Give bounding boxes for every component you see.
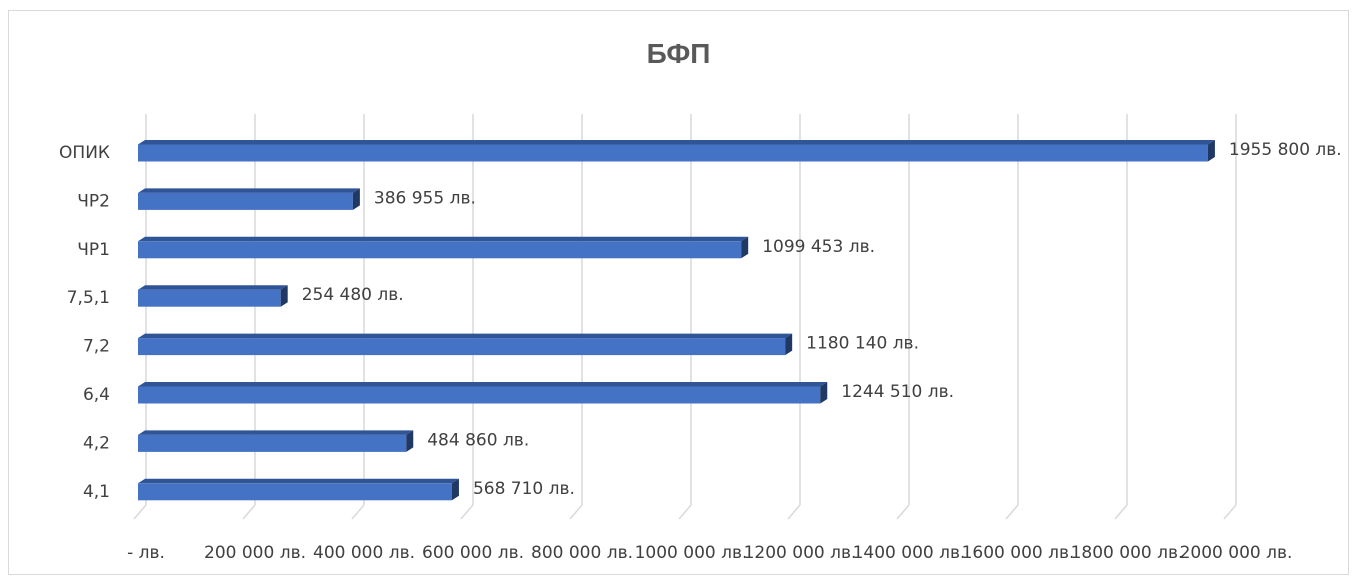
gridline-floor [1005, 504, 1019, 520]
bar-side-face [352, 188, 360, 210]
data-label: 386 955 лв. [374, 188, 476, 208]
x-tick-label: 600 000 лв. [422, 543, 524, 563]
gridline-floor [569, 504, 583, 520]
bar [138, 241, 742, 259]
bar [138, 338, 786, 356]
x-tick-label: 2000 000 лв. [1180, 543, 1293, 563]
gridline-floor [1223, 504, 1237, 520]
bar-top-face [138, 382, 828, 387]
gridline-floor [787, 504, 801, 520]
gridline-floor [896, 504, 910, 520]
x-tick-label: 1200 000 лв. [744, 543, 857, 563]
data-label: 254 480 лв. [302, 285, 404, 305]
bar-top-face [138, 285, 288, 290]
chart-title: БФП [646, 38, 711, 69]
data-label: 1244 510 лв. [841, 382, 954, 402]
bar [138, 289, 281, 307]
category-label: 6,4 [83, 385, 110, 405]
bars [138, 140, 1215, 501]
category-label: ЧР2 [77, 191, 110, 211]
x-tick-label: 1800 000 лв. [1071, 543, 1184, 563]
bar-side-face [280, 285, 288, 307]
bar [138, 434, 407, 452]
category-label: ОПИК [59, 143, 110, 163]
gridline-floor [133, 504, 147, 520]
bar-side-face [741, 236, 749, 259]
data-label: 1099 453 лв. [762, 237, 875, 257]
bar [138, 192, 353, 210]
data-label: 1955 800 лв. [1229, 140, 1342, 160]
bar-top-face [138, 478, 459, 484]
category-label: 4,2 [83, 433, 110, 453]
bar-side-face [451, 478, 459, 501]
data-label: 484 860 лв. [427, 430, 529, 450]
bar-top-face [138, 236, 749, 242]
x-tick-label: 1600 000 лв. [962, 543, 1075, 563]
labels: - лв. 200 000 лв. 400 000 лв. 600 000 лв. 80… [59, 140, 1342, 563]
bar-top-face [138, 333, 793, 339]
category-label: ЧР1 [77, 240, 110, 260]
x-tick-label: 1400 000 лв. [853, 543, 966, 563]
data-label: 568 710 лв. [473, 479, 575, 499]
data-label: 1180 140 лв. [806, 334, 919, 354]
category-label: 7,2 [83, 337, 110, 357]
bar [138, 483, 452, 501]
x-tick-label: 800 000 лв. [531, 543, 633, 563]
category-label: 7,5,1 [67, 288, 110, 308]
x-tick-label: 200 000 лв. [204, 543, 306, 563]
bar-top-face [138, 140, 1215, 145]
bar-side-face [785, 333, 793, 356]
bar [138, 144, 1208, 162]
gridline-floor [678, 504, 692, 520]
bar-top-face [138, 430, 414, 435]
gridlines [133, 114, 1237, 520]
gridline-floor [242, 504, 256, 520]
gridline-floor [1114, 504, 1128, 520]
x-tick-label: - лв. [127, 543, 165, 563]
bar-side-face [820, 382, 828, 404]
gridline-floor [460, 504, 474, 520]
x-tick-label: 400 000 лв. [313, 543, 415, 563]
x-tick-label: 1000 000 лв. [635, 543, 748, 563]
gridline-floor [351, 504, 365, 520]
bar-side-face [1207, 140, 1215, 162]
category-label: 4,1 [83, 482, 110, 502]
bar-top-face [138, 188, 360, 193]
bar-side-face [406, 430, 414, 452]
bar [138, 386, 821, 404]
